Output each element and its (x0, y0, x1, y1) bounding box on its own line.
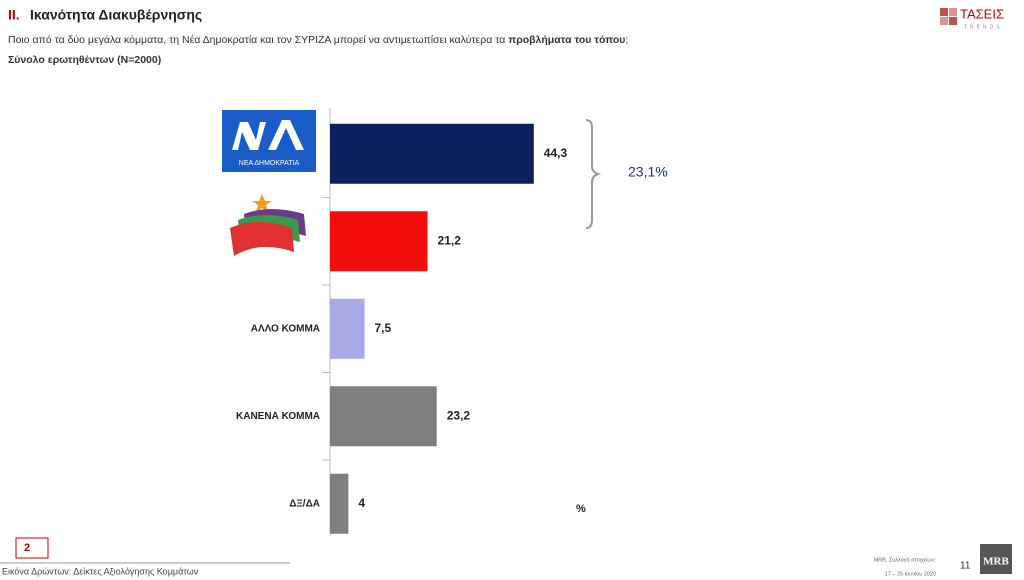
nd-logo-mark (232, 120, 304, 150)
syriza-logo (230, 194, 306, 256)
logo-square (949, 8, 957, 16)
question-text: Ποιο από τα δύο μεγάλα κόμματα, τη Νέα Δ… (8, 34, 505, 46)
nd-logo-text: ΝΕΑ ΔΗΜΟΚΡΑΤΙΑ (239, 160, 300, 167)
logo-text: ΤΑΣΕΙΣ (960, 6, 1004, 21)
page-number: 11 (960, 561, 971, 572)
category-label: ΔΞ/ΔΑ (289, 498, 320, 509)
flag-red (230, 222, 294, 256)
logo-square (949, 17, 957, 25)
unit-label: % (576, 503, 586, 515)
tasis-logo: ΤΑΣΕΙΣ TRENDS (940, 6, 1004, 30)
bar (330, 473, 349, 534)
value-label: 7,5 (375, 321, 392, 335)
logo-square (940, 8, 948, 16)
question: Ποιο από τα δύο μεγάλα κόμματα, τη Νέα Δ… (8, 34, 628, 46)
footer-dates: 17 – 25 Ιουνίου 2020 (885, 571, 936, 577)
mrb-logo: MRB (983, 556, 1009, 568)
category-label: ΚΑΝΕΝΑ ΚΟΜΜΑ (236, 411, 320, 422)
question-end: ; (625, 34, 628, 46)
value-label: 44,3 (544, 146, 568, 160)
category-label: ΑΛΛΟ ΚΟΜΜΑ (251, 323, 320, 334)
value-label: 4 (358, 496, 365, 510)
bracket (585, 119, 602, 229)
logo-square (940, 17, 948, 25)
mrb-logo-box (980, 544, 1012, 574)
nd-logo: ΝΕΑ ΔΗΜΟΚΡΑΤΙΑ (222, 110, 316, 172)
title-prefix: ΙΙ. (8, 7, 20, 23)
page-box-text: 2 (24, 542, 30, 554)
title: Ικανότητα Διακυβέρνησης (30, 7, 202, 23)
bar (330, 386, 437, 447)
logo-sub: TRENDS (964, 24, 1003, 30)
bar (330, 211, 428, 272)
question-bold: προβλήματα του τόπου (508, 34, 625, 46)
star (252, 194, 272, 212)
page-box (15, 537, 49, 559)
footer-section: Εικόνα Δρώντων: Δείκτες Αξιολόγησης Κομμ… (2, 566, 199, 576)
bar (330, 298, 365, 359)
annotation: 23,1% (628, 164, 668, 180)
value-label: 21,2 (438, 233, 462, 247)
base-note: Σύνολο ερωτηθέντων (N=2000) (8, 54, 161, 66)
footer-source: MRB, Συλλογή στοιχείων: (874, 556, 937, 563)
value-label: 23,2 (447, 408, 471, 422)
bar (330, 123, 534, 184)
